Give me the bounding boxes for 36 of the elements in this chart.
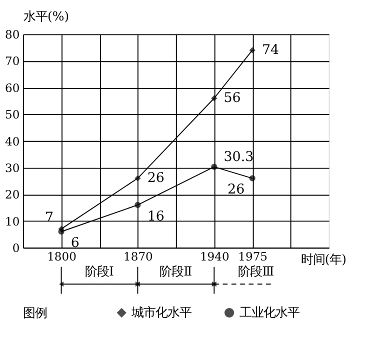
point	[134, 202, 141, 208]
text: 阶段Ⅲ	[238, 264, 274, 279]
point	[211, 95, 218, 102]
legend-label: 工业化水平	[239, 304, 300, 320]
y-tick-label: 30	[5, 160, 20, 175]
point	[58, 228, 64, 235]
data-label: 16	[147, 209, 164, 224]
point	[211, 164, 218, 170]
y-tick-label: 20	[5, 188, 20, 202]
y-tick-label: 10	[5, 214, 20, 228]
text: 阶段Ⅱ	[160, 264, 192, 279]
data-label: 26	[228, 182, 245, 198]
y-tick-label: 60	[5, 80, 20, 95]
data-label: 74	[262, 43, 280, 58]
point	[134, 175, 141, 182]
x-tick-label: 1975	[238, 250, 268, 264]
data-label: 6	[70, 236, 80, 252]
legend-label: 城市化水平	[130, 304, 192, 320]
data-label: 30.3	[224, 150, 254, 166]
data-label: 56	[224, 91, 241, 106]
y-axis-title: 水平(%)	[24, 8, 70, 24]
y-tick-label: 0	[12, 240, 20, 255]
x-axis-title: 时间(年)	[300, 252, 347, 266]
y-tick-label: 40	[5, 134, 20, 148]
point	[249, 47, 256, 54]
data-label: 7	[45, 210, 54, 226]
y-tick-label: 80	[5, 28, 20, 42]
data-label: 26	[147, 171, 164, 186]
x-tick-label: 1870	[124, 250, 153, 264]
x-tick-label: 1940	[200, 250, 230, 264]
legend-title: 图例	[23, 304, 48, 320]
y-tick-label: 50	[5, 108, 20, 122]
y-tick-label: 70	[5, 54, 20, 68]
text: 阶段Ⅰ	[85, 264, 114, 279]
x-tick-label: 1800	[47, 250, 76, 264]
point	[249, 175, 256, 182]
